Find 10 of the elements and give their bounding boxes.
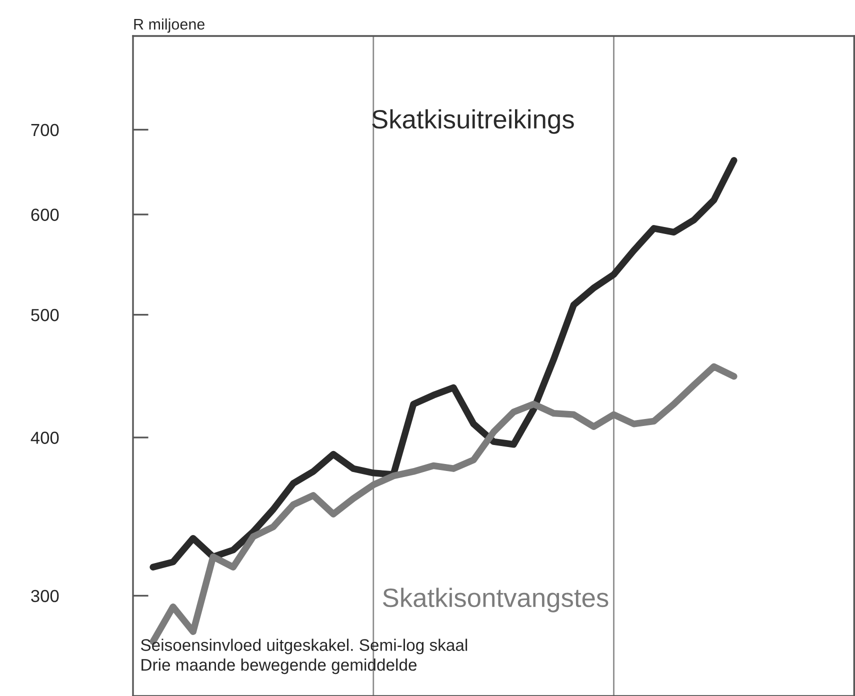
y-tick-label: 400 bbox=[30, 432, 59, 444]
text: Skatkisontvangstes bbox=[382, 588, 608, 612]
annotation: Drie maande bewegende gemiddelde bbox=[142, 658, 417, 674]
y-tick-label: 500 bbox=[31, 308, 59, 322]
y-tick-label: 600 bbox=[31, 208, 59, 221]
y-tick-label: 700 bbox=[31, 124, 59, 136]
y-axis-title: R miljoene bbox=[134, 18, 204, 33]
text: Skatkisuitreikings bbox=[372, 109, 574, 134]
annotation: Seisoensinvloed uitgeskakel. Semi-log skaal bbox=[140, 638, 468, 654]
y-tick-label: 300 bbox=[31, 590, 59, 602]
